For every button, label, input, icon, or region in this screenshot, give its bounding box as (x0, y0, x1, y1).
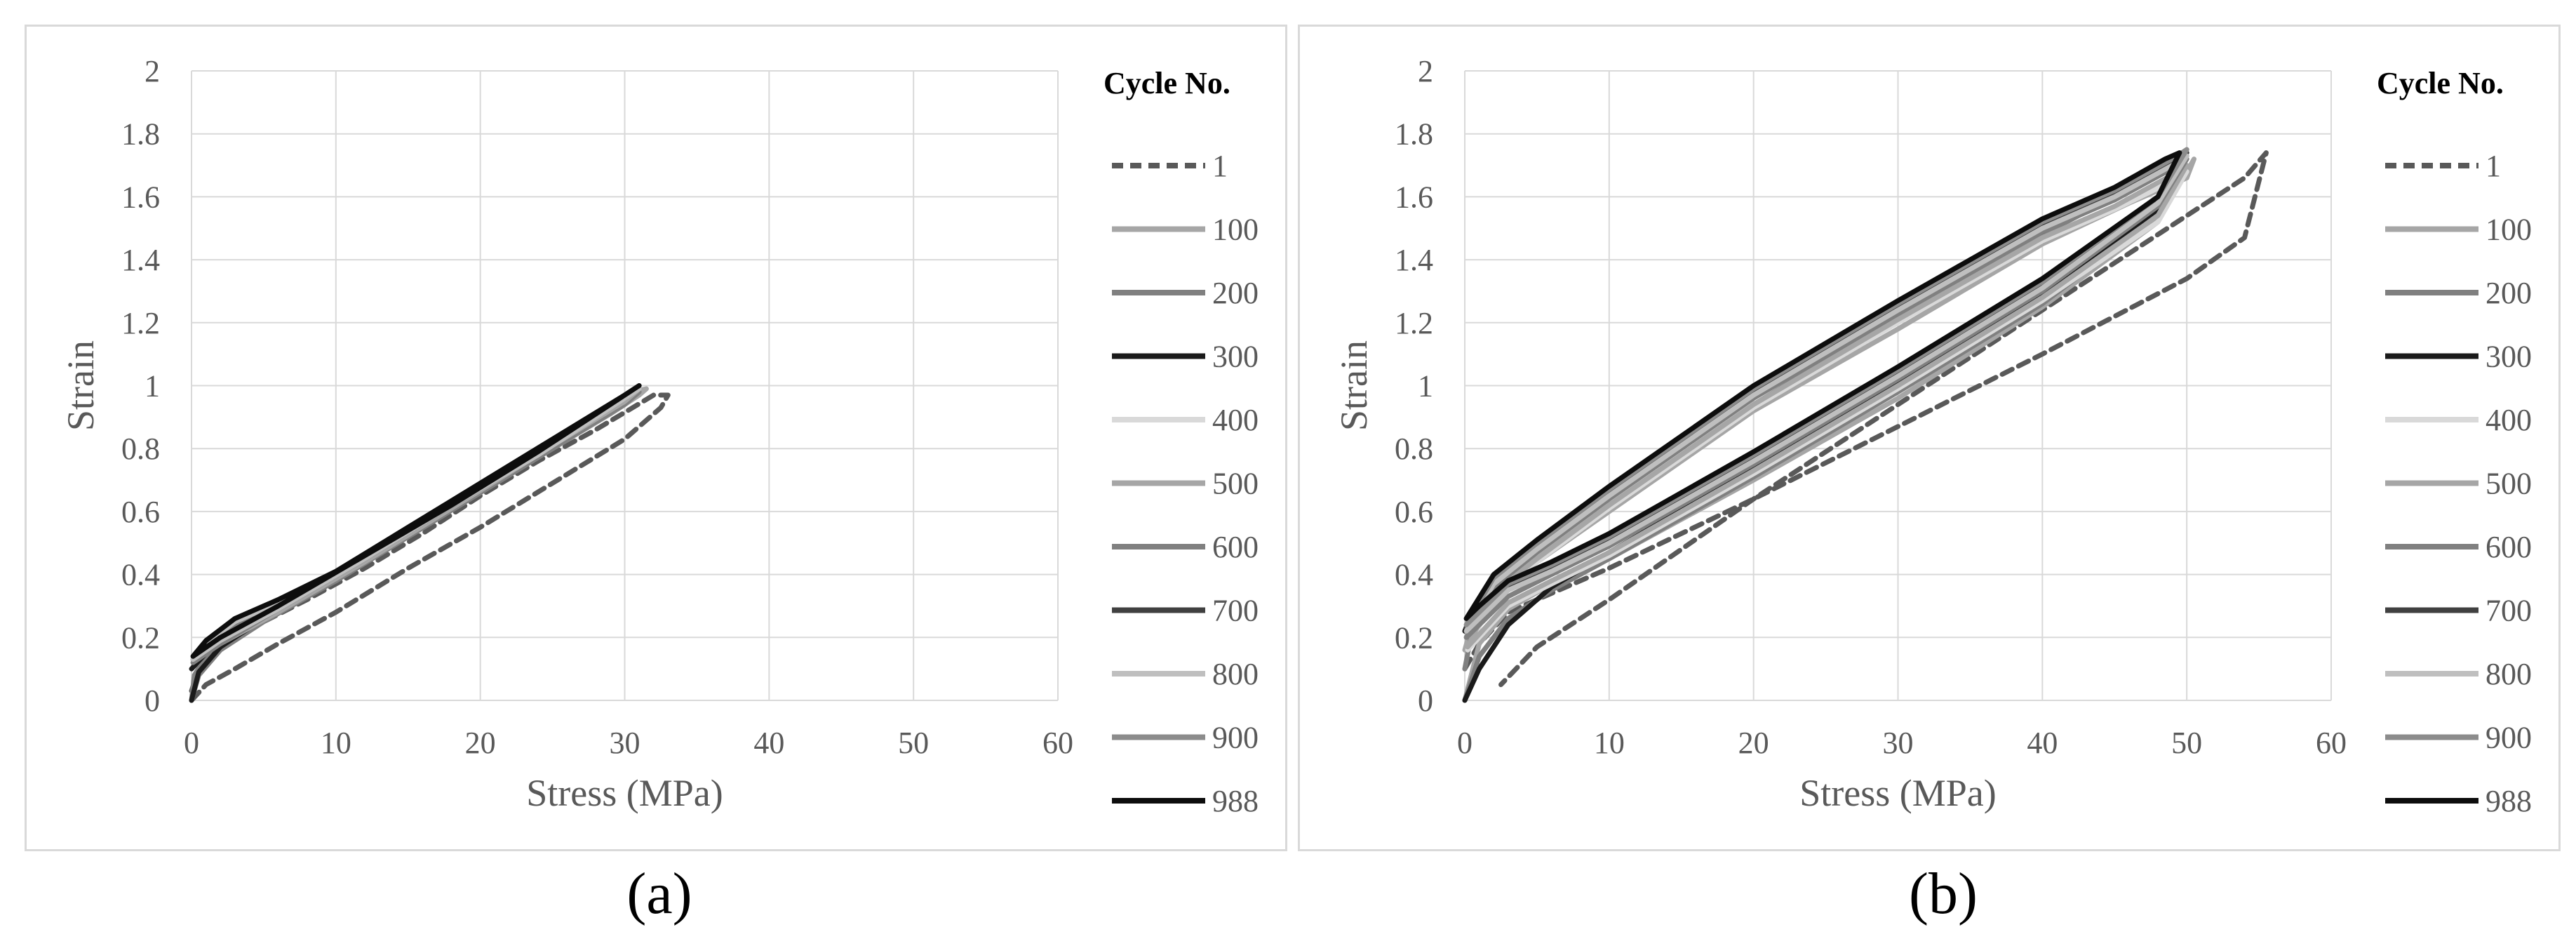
y-tick-label: 1.2 (121, 306, 160, 340)
legend-label-200: 200 (2486, 276, 2532, 310)
series-line-1 (1462, 150, 2269, 688)
x-tick-label: 0 (1457, 726, 1473, 760)
legend-label-200: 200 (1212, 276, 1259, 310)
y-tick-label: 2 (145, 54, 160, 88)
legend-label-500: 500 (2486, 467, 2532, 501)
x-tick-label: 30 (1883, 726, 1914, 760)
legend-label-600: 600 (1212, 530, 1259, 564)
legend-label-1: 1 (2486, 149, 2501, 183)
legend-label-988: 988 (2486, 784, 2532, 818)
legend-title: Cycle No. (1103, 66, 1230, 100)
y-tick-label: 1.6 (121, 180, 160, 214)
x-axis-title: Stress (MPa) (526, 772, 723, 814)
chart-panel-b: 0 10 20 30 40 50 60 0 0.2 0.4 0.6 0.8 1 1.2 1.4 1.6 1.8 2… (1298, 25, 2561, 851)
legend-label-900: 900 (2486, 721, 2532, 755)
y-tick-label: 0 (1418, 684, 1433, 718)
legend-label-300: 300 (2486, 340, 2532, 374)
series-line-800 (190, 386, 642, 662)
x-tick-label: 0 (184, 726, 199, 760)
x-tick-label: 10 (1594, 726, 1625, 760)
series-line-800 (1463, 153, 2189, 634)
x-tick-label: 50 (2171, 726, 2202, 760)
subfigure-label-a: (a) (626, 861, 692, 926)
legend-label-300: 300 (1212, 340, 1259, 374)
series-line-400 (1465, 169, 2189, 653)
chart-svg-a: 0 10 20 30 40 50 6000.20.40.60.811.21.41.61.82… (60, 54, 1259, 818)
legend-label-100: 100 (1212, 213, 1259, 247)
legend-label-500: 500 (1212, 467, 1259, 501)
y-tick-label: 1.8 (121, 117, 160, 152)
legend-label-800: 800 (1212, 657, 1259, 691)
y-axis-title: Strain (60, 340, 102, 431)
y-tick-label: 1.2 (1395, 306, 1433, 340)
series-line-1 (189, 392, 671, 703)
y-axis-title: Strain (1333, 340, 1375, 431)
x-tick-label: 60 (1042, 726, 1073, 760)
y-tick-label: 0.2 (1395, 620, 1433, 655)
y-tick-label: 0.6 (121, 495, 160, 529)
y-tick-label: 1.8 (1395, 117, 1433, 152)
y-tick-label: 0.4 (121, 558, 160, 592)
legend-label-988: 988 (1212, 784, 1259, 818)
legend-label-400: 400 (1212, 403, 1259, 437)
y-tick-label: 0.4 (1395, 558, 1433, 592)
y-tick-label: 0.8 (121, 432, 160, 466)
x-tick-label: 50 (898, 726, 929, 760)
y-tick-label: 1 (1418, 369, 1433, 404)
legend-label-100: 100 (2486, 213, 2532, 247)
y-tick-label: 0.2 (121, 620, 160, 655)
y-tick-label: 0.6 (1395, 495, 1433, 529)
y-tick-label: 2 (1418, 54, 1433, 88)
y-tick-label: 1 (145, 369, 160, 404)
subfigure-label-b: (b) (1909, 861, 1978, 926)
series-line-900 (1463, 147, 2189, 627)
x-tick-label: 30 (610, 726, 640, 760)
legend-title: Cycle No. (2377, 66, 2504, 100)
y-tick-label: 0 (145, 684, 160, 718)
y-tick-label: 1.6 (1395, 180, 1433, 214)
x-axis-title: Stress (MPa) (1799, 772, 1997, 814)
legend-label-700: 700 (2486, 594, 2532, 628)
chart-panel-a: 0 10 20 30 40 50 60 0 0.2 0.4 0.6 0.8 1 1.2 1.4 1.6 1.8 2… (25, 25, 1287, 851)
chart-svg-b: 0 10 20 30 40 50 6000.20.40.60.811.21.41.61.82… (1333, 54, 2532, 818)
legend-label-600: 600 (2486, 530, 2532, 564)
y-tick-label: 1.4 (1395, 243, 1433, 277)
y-tick-label: 1.4 (121, 243, 160, 277)
x-tick-label: 40 (753, 726, 784, 760)
series-line-500 (1465, 163, 2189, 650)
x-tick-label: 10 (321, 726, 351, 760)
legend-label-700: 700 (1212, 594, 1259, 628)
x-tick-label: 20 (1738, 726, 1769, 760)
series-line-988 (190, 383, 642, 659)
legend-label-400: 400 (2486, 403, 2532, 437)
legend-label-900: 900 (1212, 721, 1259, 755)
x-tick-label: 40 (2027, 726, 2058, 760)
series-line-600 (1463, 156, 2189, 640)
x-tick-label: 20 (465, 726, 496, 760)
legend-label-800: 800 (2486, 657, 2532, 691)
x-tick-label: 60 (2316, 726, 2347, 760)
legend-label-1: 1 (1212, 149, 1228, 183)
series-line-988 (1463, 150, 2182, 621)
y-tick-label: 0.8 (1395, 432, 1433, 466)
